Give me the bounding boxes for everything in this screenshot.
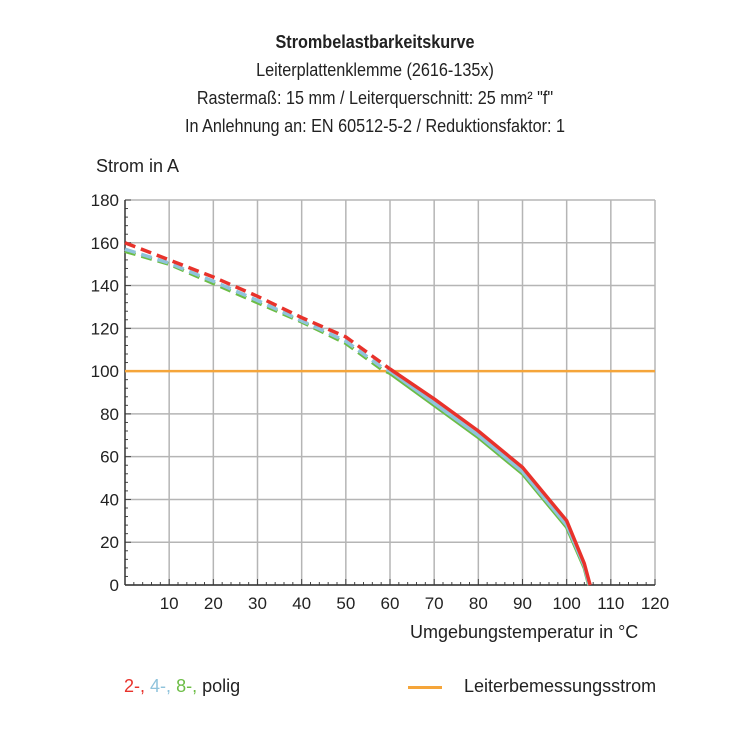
y-tick-label: 160 — [91, 234, 119, 253]
series-4--solid — [388, 369, 591, 586]
x-tick-label: 110 — [597, 594, 624, 613]
x-axis-label: Umgebungstemperatur in °C — [410, 622, 639, 642]
chart-subtitle-3: In Anlehnung an: EN 60512-5-2 / Reduktio… — [184, 116, 566, 136]
legend-item-2pol: 2-, — [124, 676, 146, 696]
y-tick-label: 80 — [100, 405, 119, 424]
x-tick-label: 120 — [641, 594, 669, 613]
series-4--dashed — [124, 247, 391, 373]
chart-title: Strombelastbarkeitskurve — [275, 32, 475, 52]
y-tick-label: 140 — [91, 277, 119, 296]
legend-suffix: polig — [202, 676, 241, 696]
x-tick-label: 20 — [204, 594, 223, 613]
y-axis-label: Strom in A — [96, 156, 180, 176]
x-tick-label: 50 — [336, 594, 355, 613]
x-tick-label: 30 — [248, 594, 267, 613]
chart-subtitle-1: Leiterplattenklemme (2616-135x) — [256, 60, 494, 80]
x-tick-label: 10 — [160, 594, 179, 613]
x-tick-label: 60 — [381, 594, 400, 613]
legend-item-4pol: 4-, — [150, 676, 172, 696]
x-tick-label: 90 — [513, 594, 532, 613]
y-tick-label: 180 — [91, 191, 119, 210]
x-tick-label: 80 — [469, 594, 488, 613]
y-tick-label: 100 — [91, 362, 119, 381]
series-2--solid — [389, 367, 592, 586]
legend-reference-swatch — [408, 685, 442, 689]
series-2--dashed — [124, 241, 392, 371]
y-tick-label: 120 — [91, 319, 119, 338]
y-tick-label: 20 — [100, 533, 119, 552]
y-tick-label: 40 — [100, 490, 119, 509]
legend-item-8pol: 8-, — [176, 676, 198, 696]
legend-series: 2-, 4-, 8-, polig — [124, 676, 240, 697]
y-tick-label: 0 — [110, 576, 119, 595]
x-tick-label: 70 — [425, 594, 444, 613]
chart-subtitle-2: Rastermaß: 15 mm / Leiterquerschnitt: 25… — [196, 88, 554, 108]
legend-reference: Leiterbemessungsstrom — [408, 676, 656, 697]
y-tick-label: 60 — [100, 448, 119, 467]
series-8--solid — [388, 371, 591, 586]
legend-reference-label: Leiterbemessungsstrom — [464, 676, 657, 696]
x-tick-label: 100 — [552, 594, 580, 613]
x-tick-label: 40 — [292, 594, 311, 613]
